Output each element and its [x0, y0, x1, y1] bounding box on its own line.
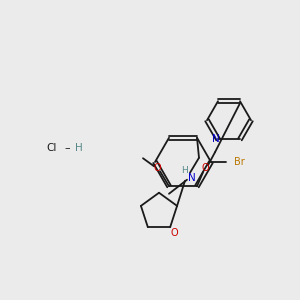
Text: Cl: Cl [47, 143, 57, 153]
Text: N: N [188, 173, 196, 183]
Text: –: – [64, 143, 70, 153]
Text: O: O [170, 228, 178, 238]
Text: O: O [201, 163, 209, 173]
Text: H: H [75, 143, 83, 153]
Text: N: N [212, 134, 220, 144]
Text: O: O [153, 163, 161, 173]
Text: Br: Br [234, 157, 244, 167]
Text: H: H [181, 166, 188, 175]
